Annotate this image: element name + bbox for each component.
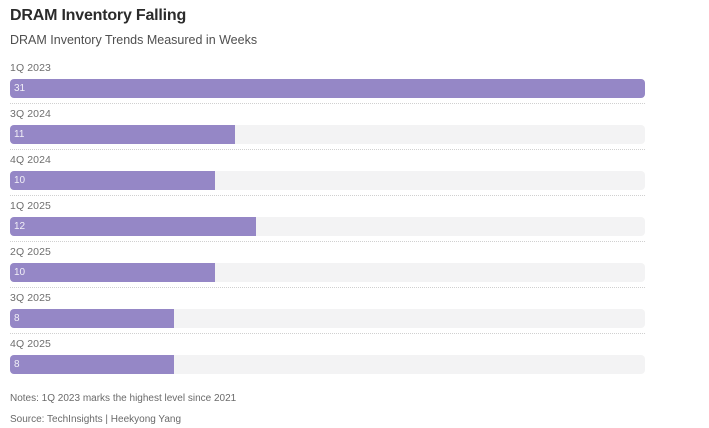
- bar-row: 3Q 2024 11: [10, 108, 645, 150]
- bar-row: 4Q 2025 8: [10, 338, 645, 374]
- bar: 8: [10, 309, 174, 328]
- bar-row: 1Q 2025 12: [10, 200, 645, 242]
- value-label: 10: [14, 174, 26, 186]
- value-label: 10: [14, 266, 26, 278]
- bar-track: 8: [10, 309, 645, 328]
- category-label: 4Q 2024: [10, 154, 51, 166]
- bar: 11: [10, 125, 236, 144]
- bar: 31: [10, 79, 645, 98]
- category-label: 2Q 2025: [10, 246, 51, 258]
- category-label: 1Q 2025: [10, 200, 51, 212]
- bar: 10: [10, 171, 215, 190]
- bar-row: 1Q 2023 31: [10, 62, 645, 104]
- chart-source: Source: TechInsights | Heekyong Yang: [10, 414, 182, 425]
- bar-track: 10: [10, 171, 645, 190]
- bar-track: 31: [10, 79, 645, 98]
- row-separator: [10, 333, 645, 334]
- category-label: 3Q 2024: [10, 108, 51, 120]
- bar-track: 11: [10, 125, 645, 144]
- bar-track: 8: [10, 355, 645, 374]
- value-label: 8: [14, 312, 20, 324]
- row-separator: [10, 103, 645, 104]
- bar-row: 3Q 2025 8: [10, 292, 645, 334]
- bar: 12: [10, 217, 256, 236]
- page-title: DRAM Inventory Falling: [10, 7, 187, 24]
- row-separator: [10, 149, 645, 150]
- chart-notes: Notes: 1Q 2023 marks the highest level s…: [10, 393, 237, 404]
- bar: 8: [10, 355, 174, 374]
- bar-track: 10: [10, 263, 645, 282]
- value-label: 8: [14, 358, 20, 370]
- row-separator: [10, 195, 645, 196]
- bar: 10: [10, 263, 215, 282]
- value-label: 12: [14, 220, 26, 232]
- bar-row: 2Q 2025 10: [10, 246, 645, 288]
- category-label: 4Q 2025: [10, 338, 51, 350]
- bar-chart: 1Q 2023 31 3Q 2024 11 4Q 2024 10 1Q 2025: [10, 62, 645, 374]
- value-label: 31: [14, 82, 26, 94]
- row-separator: [10, 241, 645, 242]
- value-label: 11: [14, 128, 25, 140]
- row-separator: [10, 287, 645, 288]
- bar-row: 4Q 2024 10: [10, 154, 645, 196]
- chart-subtitle: DRAM Inventory Trends Measured in Weeks: [10, 33, 258, 47]
- bar-track: 12: [10, 217, 645, 236]
- category-label: 3Q 2025: [10, 292, 51, 304]
- category-label: 1Q 2023: [10, 62, 51, 74]
